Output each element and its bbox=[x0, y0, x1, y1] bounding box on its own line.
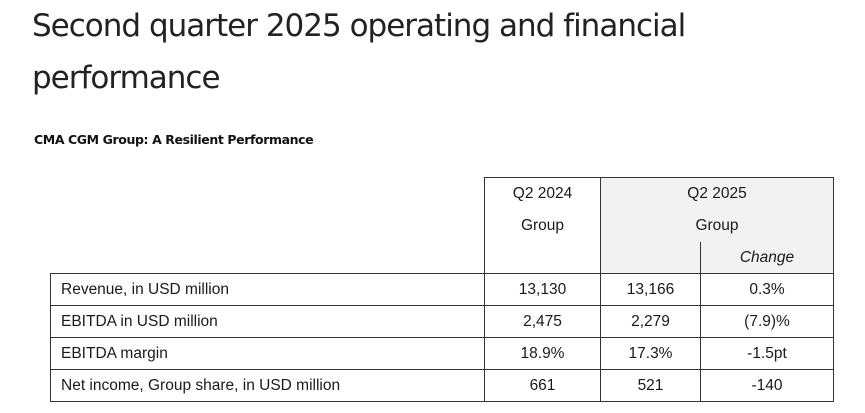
cell-q2-2025: 2,279 bbox=[600, 305, 701, 338]
row-label: EBITDA margin bbox=[50, 337, 485, 370]
header-change: Change bbox=[700, 242, 834, 274]
header-q2-2024-scope: Group bbox=[520, 217, 565, 234]
table-subtitle: CMA CGM Group: A Resilient Performance bbox=[34, 132, 314, 147]
cell-change: -1.5pt bbox=[700, 337, 834, 370]
header-q2-2024-period: Q2 2024 bbox=[512, 185, 573, 202]
cell-q2-2024: 661 bbox=[484, 369, 601, 402]
cell-change: (7.9)% bbox=[700, 305, 834, 338]
header-blank-2 bbox=[51, 242, 485, 274]
table-row: Net income, Group share, in USD million … bbox=[50, 369, 834, 402]
header-row-top: Q2 2024 Group Q2 2025 Group bbox=[51, 177, 834, 274]
row-label: EBITDA in USD million bbox=[50, 305, 485, 338]
financial-table: Q2 2024 Group Q2 2025 Group Change Reven… bbox=[50, 177, 834, 402]
page-title: Second quarter 2025 operating and financ… bbox=[32, 8, 686, 96]
row-label: Revenue, in USD million bbox=[50, 273, 485, 306]
cell-change: -140 bbox=[700, 369, 834, 402]
table-row: Revenue, in USD million 13,130 13,166 0.… bbox=[50, 273, 834, 306]
header-q2-2025-scope: Group bbox=[695, 217, 739, 234]
header-q2-2025-period: Q2 2025 bbox=[687, 185, 747, 202]
header-q2-2024: Q2 2024 Group bbox=[484, 177, 601, 274]
row-label: Net income, Group share, in USD million bbox=[50, 369, 485, 402]
table-row: EBITDA in USD million 2,475 2,279 (7.9)% bbox=[50, 305, 834, 338]
cell-q2-2024: 18.9% bbox=[484, 337, 601, 370]
cell-change: 0.3% bbox=[700, 273, 834, 306]
cell-q2-2024: 2,475 bbox=[484, 305, 601, 338]
cell-q2-2025: 13,166 bbox=[600, 273, 701, 306]
header-row-bottom: Change bbox=[51, 242, 834, 274]
cell-q2-2025: 17.3% bbox=[600, 337, 701, 370]
header-blank bbox=[51, 178, 485, 243]
header-q2-2025: Q2 2025 Group bbox=[600, 177, 834, 242]
table-row: EBITDA margin 18.9% 17.3% -1.5pt bbox=[50, 337, 834, 370]
cell-q2-2025: 521 bbox=[600, 369, 701, 402]
header-q2-2025-spacer bbox=[600, 242, 701, 274]
cell-q2-2024: 13,130 bbox=[484, 273, 601, 306]
